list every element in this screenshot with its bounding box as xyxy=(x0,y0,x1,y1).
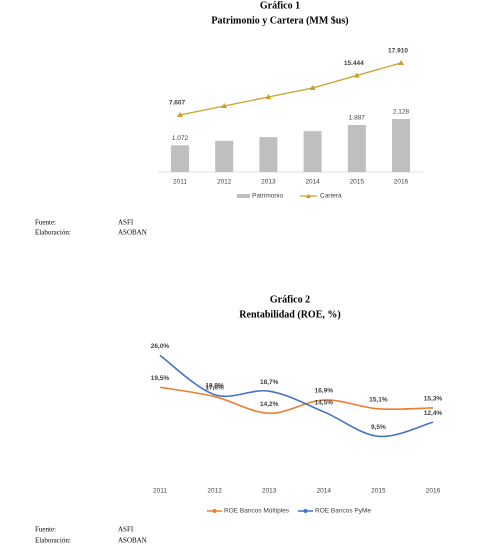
chart-title: Gráfico 1 xyxy=(260,0,300,11)
legend-label: Cartera xyxy=(320,193,342,200)
bar xyxy=(259,137,278,172)
line xyxy=(179,62,402,116)
data-label: 15,3% xyxy=(424,396,443,403)
x-tick-label: 2014 xyxy=(317,488,332,495)
data-label: 1.887 xyxy=(349,115,366,122)
data-label: 18,7% xyxy=(260,379,279,386)
source: ASFI xyxy=(118,219,134,227)
legend-label: ROE Bancos PyMe xyxy=(315,508,371,515)
legend-marker xyxy=(212,509,217,513)
marker xyxy=(309,84,316,90)
data-label: 7.607 xyxy=(169,100,186,107)
data-label: 2.128 xyxy=(393,109,410,116)
x-tick-label: 2012 xyxy=(207,488,222,495)
marker xyxy=(265,94,272,100)
data-label: 14,5% xyxy=(315,400,334,407)
data-label: 16,9% xyxy=(315,388,334,395)
source-label: Fuente: xyxy=(35,219,56,227)
legend-label: Patrimonio xyxy=(252,193,283,200)
data-label: 12,4% xyxy=(424,410,443,417)
bar xyxy=(171,145,189,172)
bar xyxy=(392,119,410,172)
x-tick-label: 2016 xyxy=(394,179,409,186)
line xyxy=(159,354,434,438)
legend-marker xyxy=(303,509,308,513)
prepared-label: Elaboración: xyxy=(35,537,71,545)
data-label: 15,1% xyxy=(369,397,388,404)
data-label: 14,2% xyxy=(260,401,279,408)
x-tick-label: 2013 xyxy=(261,179,276,186)
x-tick-label: 2013 xyxy=(262,488,277,495)
chart-subtitle: Rentabilidad (ROE, %) xyxy=(239,309,340,320)
data-label: 17,6% xyxy=(205,384,224,391)
x-tick-label: 2011 xyxy=(153,488,167,495)
marker xyxy=(221,103,228,109)
chart-title: Gráfico 2 xyxy=(270,294,310,305)
legend-marker xyxy=(306,193,311,198)
prepared: ASOBAN xyxy=(118,537,147,545)
x-tick-label: 2011 xyxy=(173,179,187,186)
marker xyxy=(398,60,404,65)
prepared-label: Elaboración: xyxy=(35,229,71,237)
legend-swatch xyxy=(237,194,250,198)
data-label: 1.072 xyxy=(172,135,189,142)
x-tick-label: 2016 xyxy=(426,488,441,495)
x-tick-label: 2012 xyxy=(217,179,232,186)
data-label: 26,0% xyxy=(151,343,170,350)
data-label: 15.444 xyxy=(344,60,364,67)
data-label: 19,5% xyxy=(151,375,170,382)
line xyxy=(159,386,434,415)
x-tick-label: 2014 xyxy=(305,179,320,186)
prepared: ASOBAN xyxy=(118,229,147,237)
chart-subtitle: Patrimonio y Cartera (MM $us) xyxy=(211,15,348,26)
bar xyxy=(303,131,322,172)
x-tick-label: 2015 xyxy=(371,488,386,495)
x-tick-label: 2015 xyxy=(350,179,365,186)
data-label: 17.910 xyxy=(388,48,408,55)
source: ASFI xyxy=(118,526,134,534)
data-label: 18,0% xyxy=(205,382,224,389)
bar xyxy=(347,125,366,172)
bar xyxy=(215,140,234,172)
data-label: 9,5% xyxy=(371,424,386,431)
source-label: Fuente: xyxy=(35,526,56,534)
legend-label: ROE Bancos Múltiples xyxy=(224,508,290,515)
marker xyxy=(177,112,183,117)
marker xyxy=(353,72,360,78)
